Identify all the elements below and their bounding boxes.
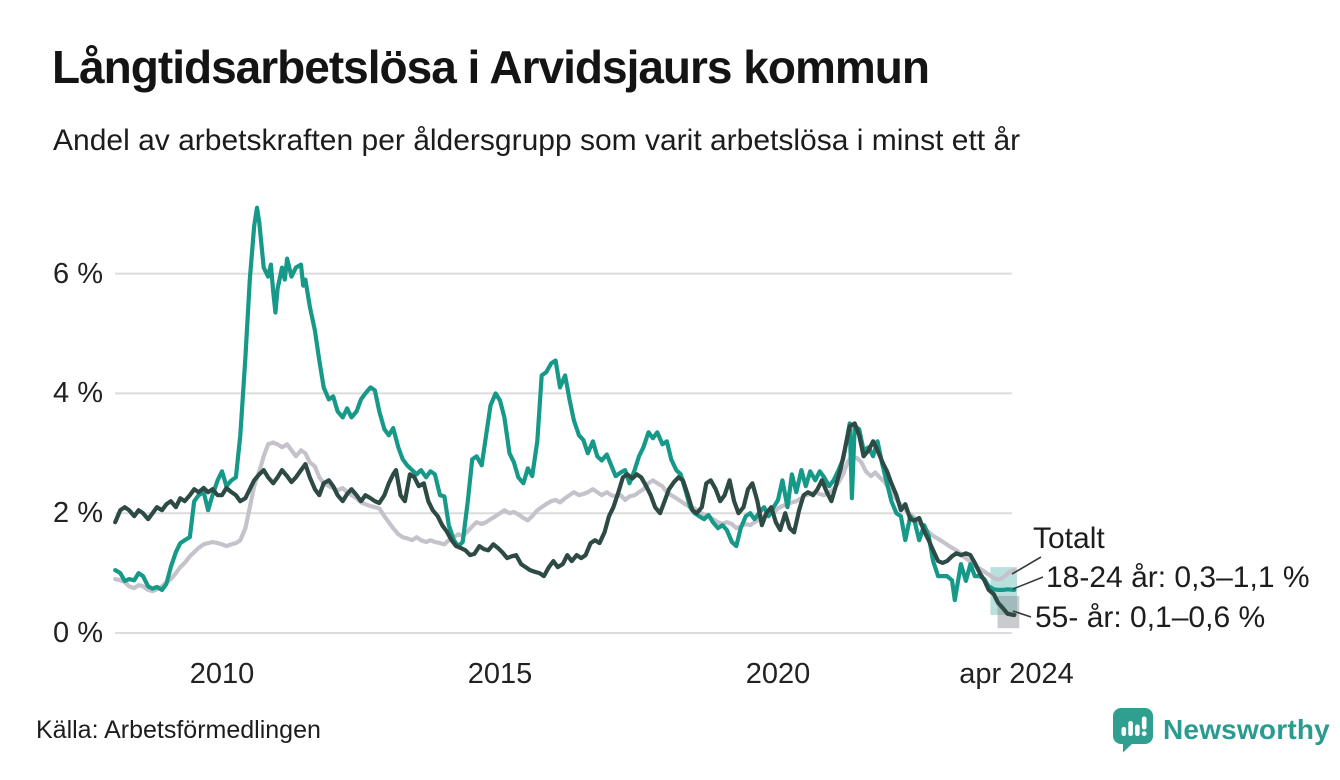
newsworthy-bubble-icon: [1113, 708, 1153, 753]
connector-18-24: [1012, 576, 1044, 590]
series-label-55: 55- år: 0,1–0,6 %: [1035, 601, 1266, 634]
y-axis-tick-label: 2 %: [53, 497, 103, 530]
page-subtitle: Andel av arbetskraften per åldersgrupp s…: [53, 124, 1021, 157]
series-lines: [113, 205, 1017, 618]
label-connector-lines: [1011, 556, 1044, 618]
newsworthy-logo[interactable]: Newsworthy: [1112, 707, 1330, 753]
series-label-18-24: 18-24 år: 0,3–1,1 %: [1046, 561, 1310, 594]
series-label-totalt: Totalt: [1033, 522, 1105, 555]
connector-55: [1012, 610, 1032, 618]
bar-icon: [1135, 724, 1140, 736]
x-axis-tick-label: apr 2024: [959, 658, 1074, 690]
newsworthy-wordmark: Newsworthy: [1163, 714, 1330, 745]
y-axis-tick-label: 4 %: [53, 377, 103, 410]
exclamation-icon: [1141, 716, 1147, 730]
x-axis-tick-label: 2015: [467, 658, 533, 690]
y-axis-tick-label: 6 %: [53, 257, 103, 290]
source-note: Källa: Arbetsförmedlingen: [36, 716, 321, 744]
connector-totalt: [1011, 556, 1042, 575]
page-title: Långtidsarbetslösa i Arvidsjaurs kommun: [52, 41, 930, 93]
bar-icon: [1121, 727, 1127, 736]
x-axis-tick-label: 2010: [189, 658, 255, 690]
bar-icon: [1128, 721, 1133, 736]
x-axis-tick-label: 2020: [745, 658, 811, 690]
exclamation-dot-icon: [1141, 731, 1147, 736]
y-axis-tick-label: 0 %: [53, 617, 103, 649]
